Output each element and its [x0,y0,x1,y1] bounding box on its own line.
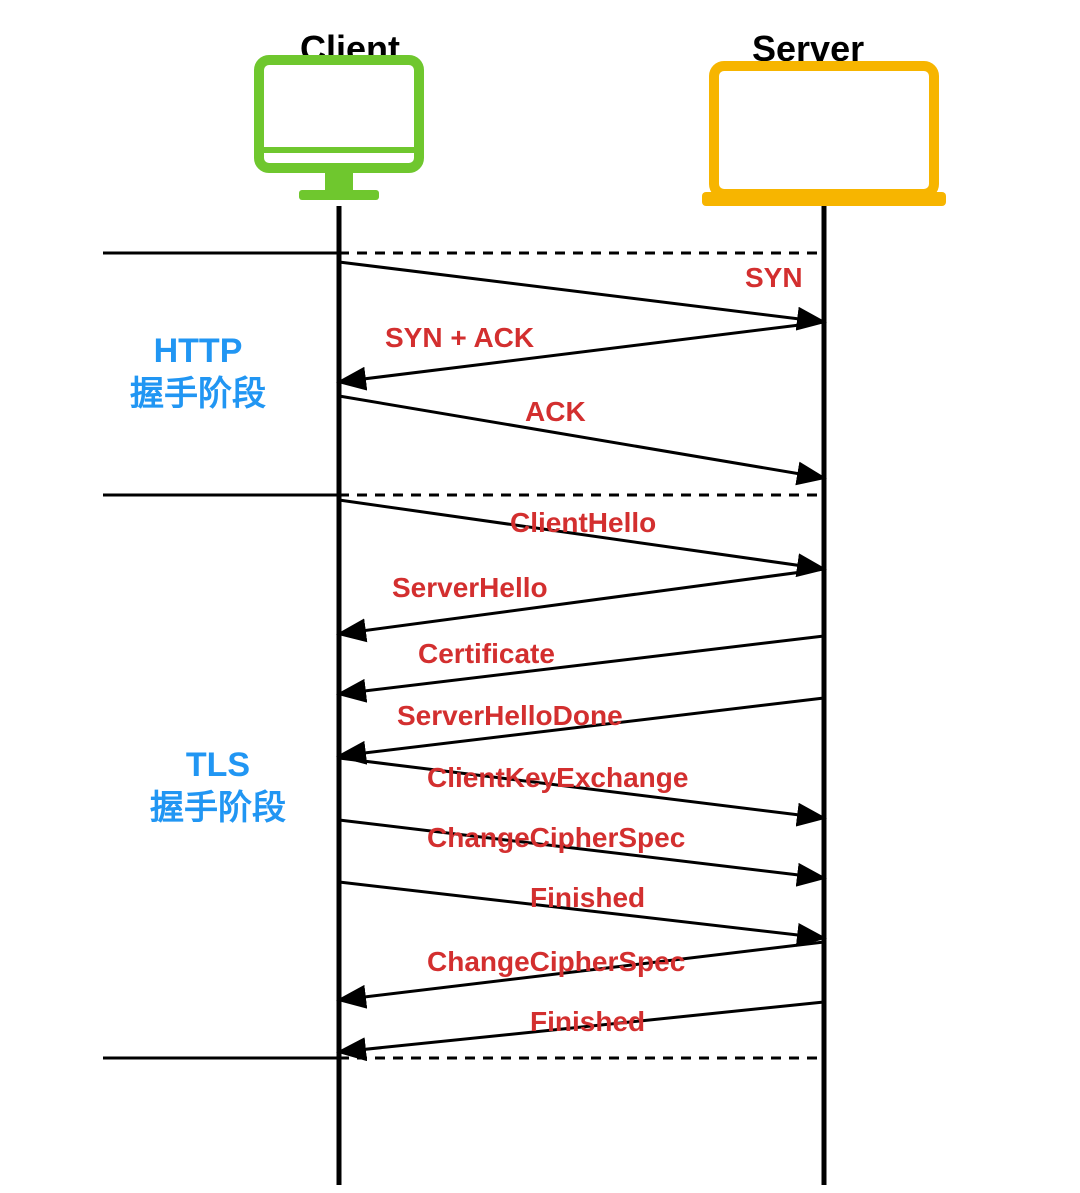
message-label: ServerHello [392,572,548,604]
client-icon [259,60,419,200]
message-label: SYN + ACK [385,322,534,354]
diagram: Client Server HTTP握手阶段TLS握手阶段 SYNSYN + A… [0,0,1080,1193]
message-label: Finished [530,1006,645,1038]
message-label: ChangeCipherSpec [427,946,685,978]
phase-label: TLS握手阶段 [150,744,286,829]
message-label: ClientHello [510,507,656,539]
message-label: ServerHelloDone [397,700,623,732]
phase-label: HTTP握手阶段 [130,330,266,415]
message-label: ACK [525,396,586,428]
message-arrow [339,636,824,694]
message-label: ClientKeyExchange [427,762,688,794]
message-label: SYN [745,262,803,294]
message-label: ChangeCipherSpec [427,822,685,854]
message-label: Certificate [418,638,555,670]
server-icon [702,66,946,206]
message-label: Finished [530,882,645,914]
